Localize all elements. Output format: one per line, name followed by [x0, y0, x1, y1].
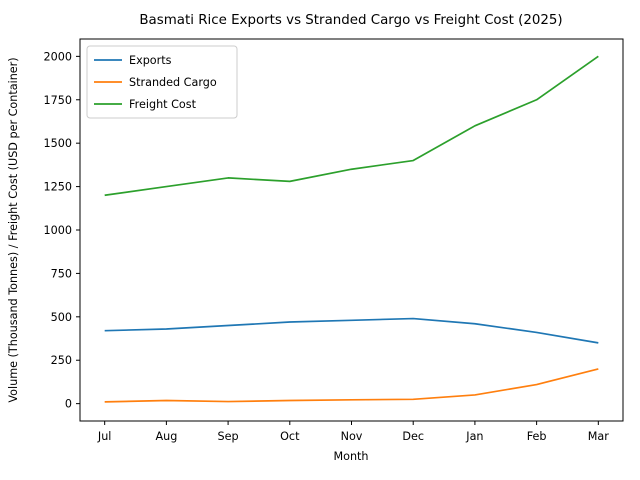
chart-title: Basmati Rice Exports vs Stranded Cargo v…: [139, 13, 562, 28]
x-tick-label: Jul: [97, 430, 112, 443]
series-lines: [104, 55, 599, 403]
legend-frame: [86, 45, 238, 119]
legend: Exports Stranded Cargo Freight Cost: [86, 45, 238, 119]
y-tick-label: 750: [51, 267, 72, 280]
x-tick-label: Mar: [588, 430, 610, 443]
series-line-stranded-cargo: [104, 368, 599, 403]
y-tick-label: 500: [51, 311, 72, 324]
x-tick-label: Jan: [465, 430, 483, 443]
series-line-freight-cost: [104, 55, 599, 197]
legend-label: Freight Cost: [129, 98, 197, 111]
series-line-exports: [104, 317, 599, 344]
x-tick-label: Oct: [280, 430, 300, 443]
y-axis-ticks: 0 250 500 750 1000 1250 1500 1750 2000: [44, 50, 80, 411]
y-tick-label: 1000: [44, 224, 72, 237]
x-axis-ticks: Jul Aug Sep Oct Nov Dec Jan Feb Mar: [97, 421, 609, 443]
y-tick-label: 1750: [44, 94, 72, 107]
y-tick-label: 0: [65, 398, 72, 411]
x-tick-label: Sep: [218, 430, 239, 443]
x-tick-label: Dec: [402, 430, 424, 443]
y-tick-label: 250: [51, 354, 72, 367]
y-axis-label: Volume (Thousand Tonnes) / Freight Cost …: [7, 57, 20, 402]
legend-label: Stranded Cargo: [129, 76, 217, 89]
x-axis-label: Month: [333, 450, 368, 463]
x-tick-label: Aug: [155, 430, 177, 443]
x-tick-label: Feb: [527, 430, 547, 443]
y-tick-label: 1500: [44, 137, 72, 150]
legend-label: Exports: [129, 54, 172, 67]
y-tick-label: 1250: [44, 181, 72, 194]
y-tick-label: 2000: [44, 50, 72, 63]
x-tick-label: Nov: [341, 430, 363, 443]
